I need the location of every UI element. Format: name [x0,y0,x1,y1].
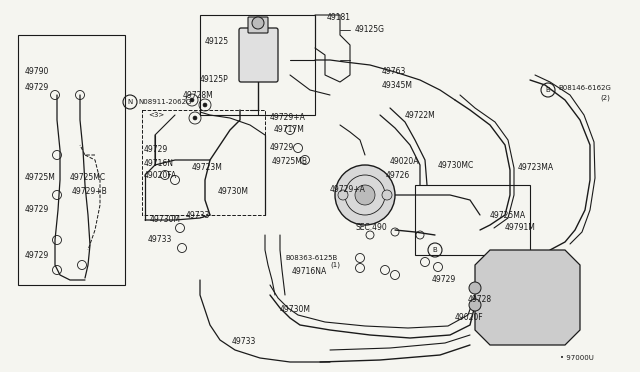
Text: B: B [546,87,550,93]
Circle shape [469,299,481,311]
Polygon shape [475,250,580,345]
Text: 49729: 49729 [144,145,168,154]
Text: 49723M: 49723M [192,164,223,173]
Text: 49733: 49733 [232,337,257,346]
Text: 49717M: 49717M [274,125,305,135]
Text: 49730M: 49730M [150,215,181,224]
Text: 49725M: 49725M [25,173,56,183]
Circle shape [338,190,348,200]
Text: 49020F: 49020F [455,314,484,323]
Text: 49125P: 49125P [200,76,228,84]
Text: B: B [433,247,437,253]
FancyBboxPatch shape [239,28,278,82]
Text: N: N [127,99,132,105]
Text: 49763: 49763 [382,67,406,77]
Circle shape [469,282,481,294]
Text: B08363-6125B: B08363-6125B [285,255,337,261]
Circle shape [252,17,264,29]
Text: 49716N: 49716N [144,158,174,167]
Text: 49791M: 49791M [505,224,536,232]
Text: (2): (2) [600,95,610,101]
Text: 49345M: 49345M [382,80,413,90]
Text: 49725MB: 49725MB [272,157,308,167]
Text: 49723MA: 49723MA [518,164,554,173]
Text: 49728: 49728 [468,295,492,305]
Text: 49733: 49733 [148,235,172,244]
FancyBboxPatch shape [248,17,268,33]
Circle shape [190,98,194,102]
Text: SEC.490: SEC.490 [355,224,387,232]
Text: 49730M: 49730M [218,187,249,196]
Circle shape [203,103,207,107]
Circle shape [335,165,395,225]
Text: (1): (1) [330,262,340,268]
Text: 49725MC: 49725MC [70,173,106,183]
Text: 49729: 49729 [25,250,49,260]
Text: 49729+A: 49729+A [270,113,306,122]
Text: 49726: 49726 [386,170,410,180]
Circle shape [355,185,375,205]
Text: 49181: 49181 [327,13,351,22]
Circle shape [382,190,392,200]
Text: B08146-6162G: B08146-6162G [558,85,611,91]
Text: 49125: 49125 [205,38,229,46]
Text: 49725MA: 49725MA [490,211,526,219]
Text: 49728M: 49728M [183,90,214,99]
Text: 49729+B: 49729+B [72,187,108,196]
Text: 49020A: 49020A [390,157,419,167]
Text: 49716NA: 49716NA [292,267,327,276]
Text: 49729: 49729 [432,276,456,285]
Circle shape [193,116,197,120]
Text: • 97000U: • 97000U [560,355,594,361]
Text: 49729: 49729 [25,83,49,93]
Text: 49790: 49790 [25,67,49,77]
Text: 49020FA: 49020FA [144,171,177,180]
Text: 49730M: 49730M [280,305,311,314]
Text: 49722M: 49722M [405,110,436,119]
Text: 49730MC: 49730MC [438,160,474,170]
Text: 49733: 49733 [186,211,211,219]
Text: 49729: 49729 [270,144,294,153]
Text: 49729+A: 49729+A [330,186,366,195]
Text: 49125G: 49125G [355,26,385,35]
Text: N08911-2062G: N08911-2062G [138,99,191,105]
Text: 49729: 49729 [25,205,49,215]
Text: <3>: <3> [148,112,164,118]
